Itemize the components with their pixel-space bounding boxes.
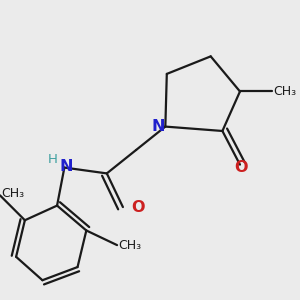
- Text: H: H: [48, 153, 58, 166]
- Text: N: N: [59, 159, 73, 174]
- Text: CH₃: CH₃: [2, 188, 25, 200]
- Text: O: O: [132, 200, 145, 214]
- Text: CH₃: CH₃: [274, 85, 297, 98]
- Text: N: N: [151, 119, 165, 134]
- Text: O: O: [235, 160, 248, 175]
- Text: CH₃: CH₃: [118, 238, 142, 252]
